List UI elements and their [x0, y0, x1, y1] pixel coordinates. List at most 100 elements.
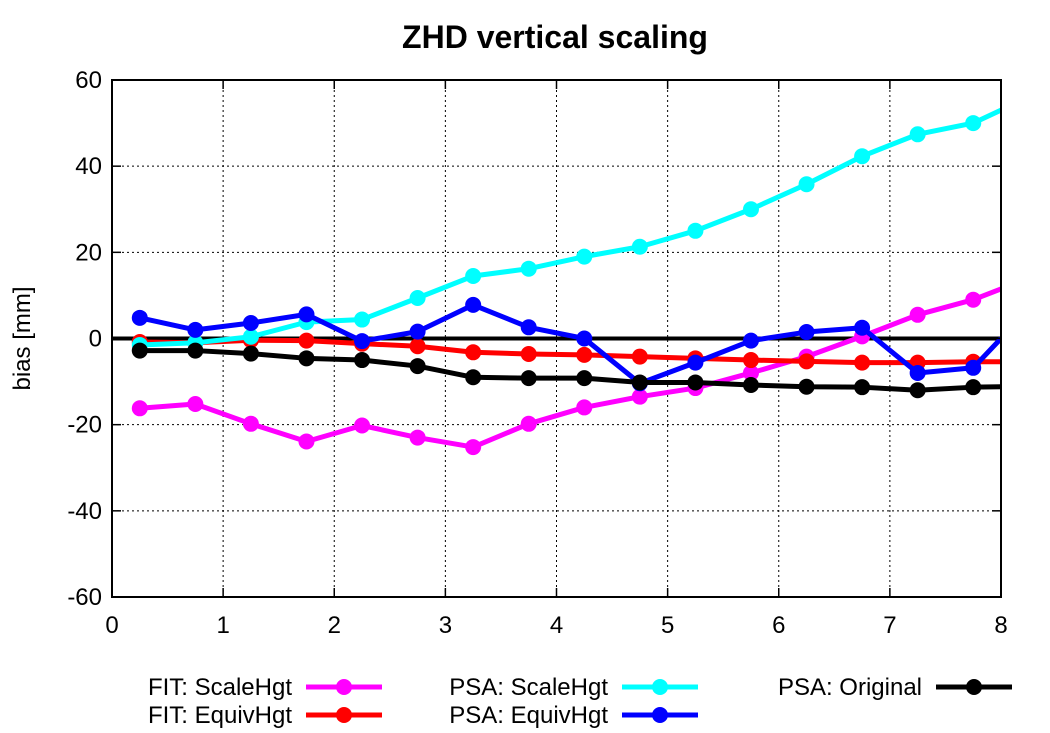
- x-tick-label: 7: [883, 612, 896, 639]
- data-point-fit-equivhgt: [298, 332, 315, 349]
- data-point-psa-scalehgt: [965, 115, 982, 132]
- series-psa-scalehgt: [131, 107, 1001, 353]
- data-point-fit-equivhgt: [631, 348, 648, 365]
- x-tick-label: 6: [772, 612, 785, 639]
- data-point-psa-original: [798, 378, 815, 395]
- data-point-psa-scalehgt: [242, 328, 259, 345]
- series-psa-equivhgt: [131, 296, 1001, 392]
- data-point-psa-scalehgt: [909, 126, 926, 143]
- data-point-psa-equivhgt: [465, 296, 482, 313]
- data-point-psa-original: [854, 379, 871, 396]
- y-tick-label: 60: [75, 67, 102, 94]
- data-point-psa-scalehgt: [631, 238, 648, 255]
- legend-item-fit-equivhgt: FIT: EquivHgt: [148, 702, 382, 729]
- legend-swatch-marker: [652, 679, 668, 695]
- data-point-psa-original: [742, 377, 759, 394]
- data-point-fit-scalehgt: [187, 395, 204, 412]
- data-point-psa-scalehgt: [687, 222, 704, 239]
- data-point-psa-equivhgt: [520, 319, 537, 336]
- data-point-psa-original: [687, 374, 704, 391]
- data-point-psa-original: [909, 382, 926, 399]
- data-point-psa-original: [242, 345, 259, 362]
- data-point-fit-scalehgt: [298, 433, 315, 450]
- chart-title: ZHD vertical scaling: [402, 19, 708, 55]
- data-point-fit-scalehgt: [354, 417, 371, 434]
- tick-layer: 0 1 2 3 4 5 6 7 8 -60 -40 -20 0 20 40 60: [67, 67, 1007, 639]
- data-point-psa-scalehgt: [854, 148, 871, 165]
- series-layer: [131, 107, 1001, 456]
- legend-item-psa-original: PSA: Original: [778, 674, 1012, 701]
- x-tick-label: 1: [216, 612, 229, 639]
- series-line-fit-scalehgt: [139, 286, 1001, 450]
- data-point-psa-scalehgt: [520, 260, 537, 277]
- series-fit-scalehgt: [131, 286, 1001, 456]
- data-point-fit-scalehgt: [631, 388, 648, 405]
- data-point-fit-scalehgt: [520, 415, 537, 432]
- series-line-psa-scalehgt: [139, 107, 1001, 348]
- data-point-psa-equivhgt: [409, 323, 426, 340]
- x-tick-label: 3: [439, 612, 452, 639]
- data-point-psa-original: [520, 370, 537, 387]
- legend-label: PSA: ScaleHgt: [449, 674, 608, 701]
- data-point-psa-original: [465, 369, 482, 386]
- legend-swatch-marker: [652, 707, 668, 723]
- data-point-psa-equivhgt: [242, 314, 259, 331]
- data-point-psa-equivhgt: [354, 333, 371, 350]
- legend-label: FIT: EquivHgt: [148, 702, 292, 729]
- data-point-fit-scalehgt: [576, 399, 593, 416]
- data-point-fit-equivhgt: [465, 344, 482, 361]
- data-point-psa-scalehgt: [409, 290, 426, 307]
- data-point-psa-equivhgt: [854, 319, 871, 336]
- data-point-psa-original: [631, 374, 648, 391]
- legend-swatch-marker: [336, 679, 352, 695]
- data-point-fit-scalehgt: [131, 400, 148, 417]
- legend-item-fit-scalehgt: FIT: ScaleHgt: [148, 674, 382, 701]
- data-point-fit-equivhgt: [409, 338, 426, 355]
- y-tick-label: 20: [75, 239, 102, 266]
- legend-item-psa-scalehgt: PSA: ScaleHgt: [449, 674, 698, 701]
- y-tick-label: -60: [67, 584, 102, 611]
- data-point-psa-equivhgt: [742, 332, 759, 349]
- x-tick-label: 2: [328, 612, 341, 639]
- data-point-psa-equivhgt: [576, 330, 593, 347]
- data-point-psa-scalehgt: [465, 268, 482, 285]
- legend-label: FIT: ScaleHgt: [148, 674, 292, 701]
- data-point-psa-equivhgt: [131, 309, 148, 326]
- legend-item-psa-equivhgt: PSA: EquivHgt: [449, 702, 698, 729]
- series-psa-original: [131, 342, 1001, 399]
- data-point-psa-original: [409, 358, 426, 375]
- data-point-psa-equivhgt: [798, 324, 815, 341]
- data-point-psa-scalehgt: [576, 248, 593, 265]
- data-point-psa-original: [131, 342, 148, 359]
- series-line-fit-equivhgt: [139, 337, 1001, 366]
- data-point-psa-equivhgt: [187, 321, 204, 338]
- data-point-psa-original: [298, 350, 315, 367]
- data-point-fit-scalehgt: [965, 291, 982, 308]
- data-point-psa-equivhgt: [909, 364, 926, 381]
- y-axis-label: bias [mm]: [9, 286, 36, 390]
- x-tick-label: 4: [550, 612, 563, 639]
- data-point-psa-original: [576, 370, 593, 387]
- data-point-fit-scalehgt: [742, 364, 759, 381]
- data-point-psa-scalehgt: [742, 201, 759, 218]
- data-point-psa-original: [187, 342, 204, 359]
- data-point-psa-original: [354, 352, 371, 369]
- y-tick-label: -40: [67, 498, 102, 525]
- series-line-psa-equivhgt: [139, 302, 1001, 386]
- y-tick-label: 0: [89, 326, 102, 353]
- data-point-fit-equivhgt: [520, 346, 537, 363]
- legend-label: PSA: EquivHgt: [449, 702, 608, 729]
- data-point-fit-scalehgt: [909, 306, 926, 323]
- x-tick-label: 8: [994, 612, 1007, 639]
- data-point-fit-equivhgt: [798, 353, 815, 370]
- data-point-psa-scalehgt: [798, 176, 815, 193]
- data-point-psa-equivhgt: [687, 354, 704, 371]
- legend-swatch-marker: [336, 707, 352, 723]
- legend-label: PSA: Original: [778, 674, 922, 701]
- x-tick-label: 5: [661, 612, 674, 639]
- y-tick-label: 40: [75, 153, 102, 180]
- data-point-fit-scalehgt: [242, 415, 259, 432]
- data-point-fit-equivhgt: [742, 352, 759, 369]
